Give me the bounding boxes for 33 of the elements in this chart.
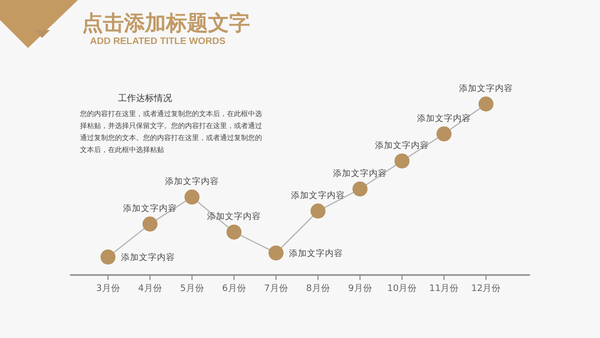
annotation: 添加文字内容 xyxy=(375,140,429,151)
chart-subtitle: ADD RELATED TITLE WORDS xyxy=(90,36,226,47)
annotation: 添加文字内容 xyxy=(333,168,387,179)
point xyxy=(394,153,410,168)
point xyxy=(352,181,368,196)
point xyxy=(310,204,326,219)
x-tick-label: 5月份 xyxy=(180,283,204,294)
x-tick-label: 10月份 xyxy=(387,283,417,294)
point xyxy=(100,250,116,265)
annotation: 添加文字内容 xyxy=(289,248,343,259)
point xyxy=(184,190,200,205)
annotation: 添加文字内容 xyxy=(291,190,345,202)
annotation: 添加文字内容 xyxy=(207,211,261,222)
point xyxy=(436,126,452,142)
x-tick-label: 4月份 xyxy=(138,283,162,294)
annotation: 工作达标情况 xyxy=(118,93,172,104)
chart-title: 点击添加标题文字 xyxy=(82,11,250,35)
x-tick-label: 3月份 xyxy=(96,283,120,294)
x-tick-label: 11月份 xyxy=(429,283,459,294)
x-tick-label: 7月份 xyxy=(264,283,288,294)
annotation: 添加文字内容 xyxy=(123,203,177,214)
point xyxy=(142,216,158,232)
x-tick-label: 8月份 xyxy=(306,283,330,294)
annotation: 添加文字内容 xyxy=(459,83,513,94)
annotation: 添加文字内容 xyxy=(417,112,471,124)
point xyxy=(268,245,284,260)
x-tick-label: 6月份 xyxy=(222,283,246,294)
x-tick-label: 12月份 xyxy=(471,283,501,294)
point xyxy=(478,96,494,112)
point xyxy=(226,224,242,240)
annotation: 添加文字内容 xyxy=(121,252,175,264)
x-tick-label: 9月份 xyxy=(348,283,372,294)
annotation: 添加文字内容 xyxy=(165,176,219,188)
